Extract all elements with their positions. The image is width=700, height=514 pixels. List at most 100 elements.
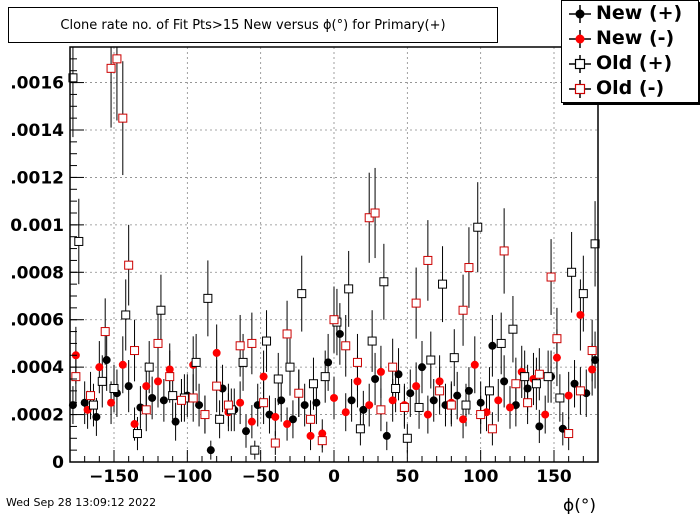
point bbox=[100, 327, 110, 337]
point bbox=[191, 357, 201, 367]
point bbox=[555, 393, 565, 403]
point bbox=[355, 424, 365, 434]
point bbox=[223, 400, 233, 410]
point bbox=[506, 403, 514, 412]
point bbox=[206, 446, 215, 455]
point bbox=[449, 353, 459, 363]
y-tick-label: .0008 bbox=[10, 263, 64, 283]
legend-entry-new-plus: New (+) bbox=[562, 1, 698, 26]
legend-entry-new-minus: New (-) bbox=[562, 26, 698, 51]
point bbox=[429, 396, 438, 405]
point bbox=[402, 433, 412, 443]
point bbox=[318, 429, 327, 438]
point bbox=[200, 410, 210, 420]
point bbox=[459, 415, 468, 424]
point bbox=[382, 431, 391, 440]
point bbox=[352, 357, 362, 367]
point bbox=[308, 379, 318, 389]
point bbox=[543, 372, 553, 382]
x-tick-label: 100 bbox=[463, 467, 499, 487]
point bbox=[329, 315, 339, 325]
point bbox=[461, 400, 471, 410]
point bbox=[141, 405, 151, 415]
point bbox=[285, 362, 295, 372]
point bbox=[242, 427, 250, 436]
point bbox=[335, 329, 344, 338]
point bbox=[476, 398, 485, 407]
point bbox=[247, 338, 257, 348]
point bbox=[531, 379, 541, 389]
point bbox=[523, 384, 532, 393]
y-tick-label: .0014 bbox=[10, 121, 64, 141]
point bbox=[394, 370, 403, 379]
point bbox=[168, 391, 178, 401]
point bbox=[426, 355, 436, 365]
point bbox=[153, 338, 163, 348]
point bbox=[165, 372, 175, 382]
point bbox=[270, 438, 280, 448]
point bbox=[165, 365, 174, 374]
x-tick-label: −100 bbox=[162, 467, 212, 487]
legend-entry-old-plus: Old (+) bbox=[562, 51, 698, 76]
point bbox=[300, 401, 309, 410]
point bbox=[112, 54, 122, 64]
point bbox=[130, 346, 140, 356]
open-square-icon bbox=[569, 80, 591, 98]
point bbox=[576, 310, 585, 319]
point bbox=[476, 410, 486, 420]
point bbox=[406, 389, 415, 398]
point bbox=[80, 398, 89, 407]
point bbox=[500, 377, 509, 386]
point bbox=[376, 405, 386, 415]
point bbox=[446, 400, 456, 410]
point bbox=[364, 213, 374, 223]
point bbox=[388, 396, 397, 405]
point bbox=[250, 445, 260, 455]
point bbox=[488, 341, 497, 350]
point bbox=[236, 398, 245, 407]
point bbox=[359, 405, 368, 414]
point bbox=[473, 222, 483, 232]
point bbox=[494, 396, 503, 405]
y-tick-label: 0.001 bbox=[10, 216, 64, 236]
point bbox=[156, 305, 166, 315]
point bbox=[552, 353, 561, 362]
point bbox=[297, 289, 307, 299]
point bbox=[567, 267, 577, 277]
point bbox=[371, 375, 380, 383]
point bbox=[570, 379, 579, 388]
point bbox=[367, 336, 377, 346]
point bbox=[142, 382, 151, 391]
point bbox=[132, 429, 142, 439]
point bbox=[379, 277, 389, 287]
point bbox=[423, 255, 433, 265]
point bbox=[320, 372, 330, 382]
point bbox=[511, 379, 521, 389]
point bbox=[523, 398, 533, 408]
point bbox=[435, 377, 444, 386]
point bbox=[95, 363, 104, 372]
point bbox=[423, 410, 432, 419]
point bbox=[470, 360, 479, 369]
point bbox=[271, 412, 280, 421]
point bbox=[288, 415, 297, 424]
y-tick-label: .0012 bbox=[10, 168, 64, 188]
point bbox=[438, 279, 448, 289]
point bbox=[552, 334, 562, 344]
point bbox=[324, 358, 333, 367]
point bbox=[71, 372, 81, 382]
point bbox=[590, 239, 600, 249]
point bbox=[484, 386, 494, 396]
legend-entry-old-minus: Old (-) bbox=[562, 76, 698, 101]
point bbox=[376, 367, 385, 376]
point bbox=[591, 356, 600, 365]
point bbox=[365, 401, 374, 410]
point bbox=[341, 408, 350, 417]
point bbox=[414, 402, 424, 412]
point bbox=[215, 414, 225, 424]
point bbox=[464, 263, 474, 273]
point bbox=[508, 324, 518, 334]
point bbox=[499, 246, 509, 256]
point bbox=[262, 336, 272, 346]
point bbox=[259, 372, 268, 381]
